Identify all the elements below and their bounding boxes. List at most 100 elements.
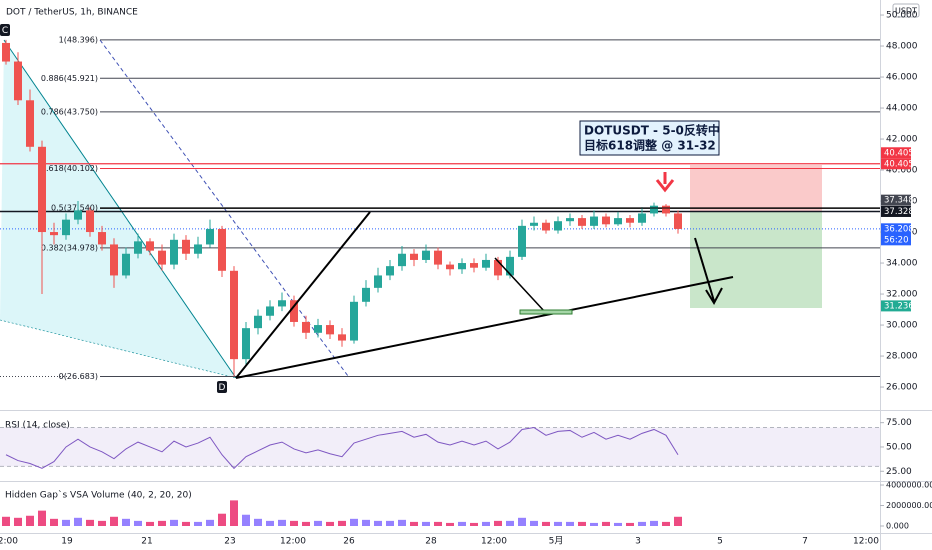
pattern-fill (0, 40, 236, 378)
point-box (217, 381, 227, 393)
y-tick-label: 2000000.000 (886, 501, 932, 510)
volume-bar (122, 518, 130, 526)
candle-body (2, 42, 10, 62)
candle-body (446, 264, 454, 270)
candle-body (254, 315, 262, 329)
price-tag-label: 36.208 (884, 224, 914, 234)
candle-body (554, 221, 562, 231)
fib-label: 0.786(43.750) (41, 107, 98, 116)
candle-body (602, 216, 610, 225)
volume-bar (26, 515, 34, 526)
volume-bar (98, 520, 106, 526)
x-tick-label: 21 (141, 537, 152, 547)
volume-bar (266, 520, 274, 526)
volume-bar (602, 521, 610, 526)
fib-label: 1(48.396) (59, 35, 98, 44)
y-tick-label: 25.00 (886, 467, 912, 477)
volume-bar (590, 522, 598, 526)
fib-label: 0.5(37.540) (51, 204, 98, 213)
candle-body (314, 325, 322, 333)
candle-body (170, 239, 178, 265)
volume-bar (494, 520, 502, 526)
trend-line (235, 211, 371, 379)
x-tick-label: 28 (425, 537, 437, 547)
y-tick-label: 4000000.000 (886, 481, 932, 490)
x-tick-label: 3 (635, 537, 641, 547)
volume-bar (86, 519, 94, 526)
candle-body (110, 244, 118, 276)
candle-body (62, 219, 70, 236)
fib-label: 0(26.683) (59, 372, 98, 381)
currency-box[interactable] (892, 3, 920, 18)
candle-body (98, 232, 106, 245)
price-tag-label: 31.236 (884, 301, 914, 311)
y-tick-label: 42.000 (886, 135, 918, 145)
candle-body (566, 218, 574, 222)
price-tag (881, 223, 911, 246)
volume-bar (338, 520, 346, 526)
price-tag (881, 158, 911, 170)
candle-body (218, 228, 226, 271)
price-tag-sub: 56:20 (884, 235, 909, 245)
volume-bar (110, 516, 118, 526)
candle-body (146, 241, 154, 251)
x-tick-label: 19 (61, 537, 73, 547)
y-tick-label: 50.000 (886, 11, 918, 21)
price-pane: 1(48.396) 0.886(45.921) 0.786(43.750) 0.618… (0, 35, 880, 381)
volume-bar (422, 521, 430, 526)
rsi-pane (0, 427, 880, 470)
stop-zone (690, 165, 822, 212)
candle-body (230, 270, 238, 360)
annotation: 目标618调整 @ 31-32 (584, 138, 716, 153)
candle-body (50, 232, 58, 236)
fib-label: 0.382(34.978) (41, 243, 98, 252)
fib-label: 0.886(45.921) (41, 74, 98, 83)
volume-bar (434, 521, 442, 526)
volume-bar (278, 519, 286, 526)
candle-body (530, 222, 538, 226)
volume-bar (470, 522, 478, 526)
symbol-title: DOT / TetherUS, 1h, BINANCE (6, 8, 138, 18)
candle-body (206, 228, 214, 245)
volume-bar (638, 521, 646, 526)
arrow (655, 172, 675, 193)
y-tick-label: 75.00 (886, 418, 912, 428)
currency[interactable]: USDT (895, 7, 917, 16)
pattern-leg (3, 39, 237, 379)
volume-bar (350, 518, 358, 526)
x-tick-label: 12:00 (280, 537, 306, 547)
volume-bar (50, 518, 58, 526)
candle-body (482, 259, 490, 268)
rsi-band (0, 427, 880, 467)
candle-body (14, 61, 22, 101)
y-tick-label: 0.000 (886, 522, 909, 531)
candle-body (434, 250, 442, 265)
price-tag-label: 37.348 (884, 196, 914, 206)
candle-body (386, 266, 394, 276)
candle-body (278, 300, 286, 307)
y-tick-label: 50.00 (886, 442, 912, 452)
candle-body (194, 244, 202, 254)
volume-bar (626, 522, 634, 526)
annotation: DOTUSDT - 5-0反转中 (584, 123, 720, 138)
arrow (694, 237, 723, 306)
volume-bar (14, 517, 22, 526)
y-tick-label: 44.000 (886, 104, 918, 114)
x-tick-label: 5月 (549, 536, 564, 547)
y-tick-label: 30.000 (886, 321, 918, 331)
candle-body (410, 253, 418, 260)
price-tag-label: 40.405 (884, 159, 914, 169)
candle-body (134, 241, 142, 254)
annotation-box (579, 120, 720, 156)
y-tick-label: 48.000 (886, 42, 918, 52)
trend-line (494, 257, 546, 313)
volume-bar (458, 521, 466, 526)
candle-body (290, 300, 298, 322)
candle-body (266, 306, 274, 316)
candle-body (350, 301, 358, 341)
volume-bar (290, 520, 298, 526)
candle-body (494, 259, 502, 276)
candle-body (506, 256, 514, 276)
candle-body (470, 263, 478, 268)
candle-body (158, 250, 166, 265)
